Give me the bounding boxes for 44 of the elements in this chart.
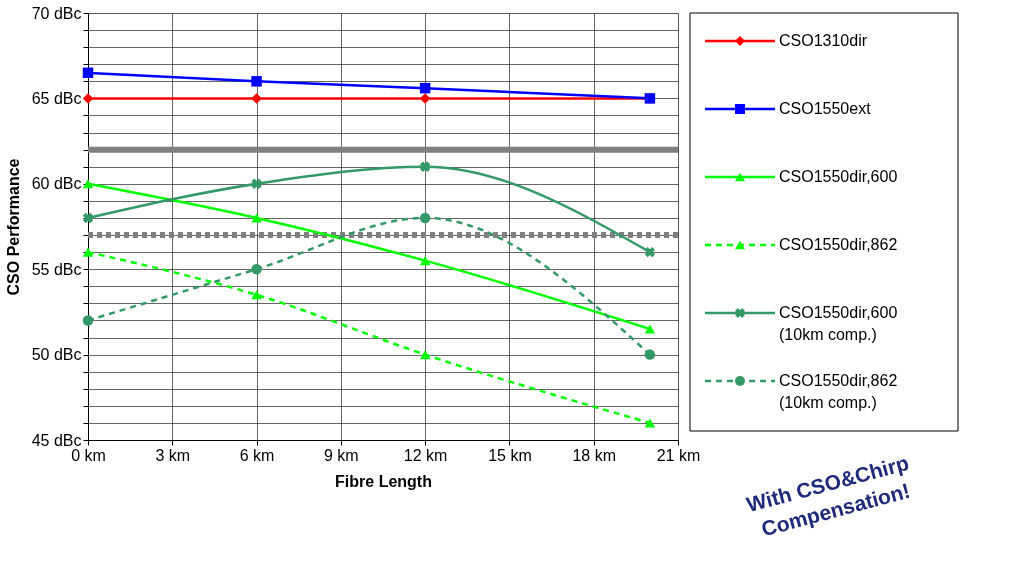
point [419,82,431,94]
point [251,93,262,104]
point [644,324,656,334]
point [251,263,262,275]
point [419,161,431,172]
point [419,256,431,266]
point [82,179,94,189]
x-tick-label: 9 km [324,446,359,464]
legend-label: CSO1310dir [779,32,868,49]
legend-label: CSO1550dir,600 (10km comp.) [779,304,898,343]
point [82,93,94,104]
x-tick-label: 15 km [488,446,532,464]
y-axis-title: CSO Performance [4,158,22,296]
x-tick-label: 12 km [403,446,448,464]
legend-label: CSO1550dir,600 [779,168,898,185]
point [251,213,262,223]
legend-label: CSO1550dir,862 [779,236,898,253]
point [251,76,262,87]
point [82,315,94,326]
y-tick-label: 45 dBc [31,431,82,449]
point [419,93,431,104]
x-tick-label: 21 km [656,446,701,464]
y-tick-label: 70 dBc [31,4,82,22]
x-axis-title: Fibre Length [335,472,432,490]
legend-label: CSO1550ext [779,100,872,117]
y-tick-label: 65 dBc [31,89,82,107]
x-tick-label: 0 km [71,446,106,464]
point [251,178,262,189]
point [82,212,94,224]
point [82,247,94,257]
point [82,67,94,79]
y-tick-label: 60 dBc [31,175,82,193]
legend-label: CSO1550dir,862 (10km comp.) [779,372,898,411]
y-tick-label: 55 dBc [31,260,82,278]
x-tick-label: 3 km [155,446,191,464]
point [644,246,656,258]
point [251,290,262,300]
point [644,418,656,428]
x-tick-label: 18 km [572,446,616,464]
point [644,349,656,360]
x-tick-label: 6 km [239,446,275,464]
y-tick-label: 50 dBc [31,346,82,364]
point [419,212,431,224]
point [419,350,431,360]
